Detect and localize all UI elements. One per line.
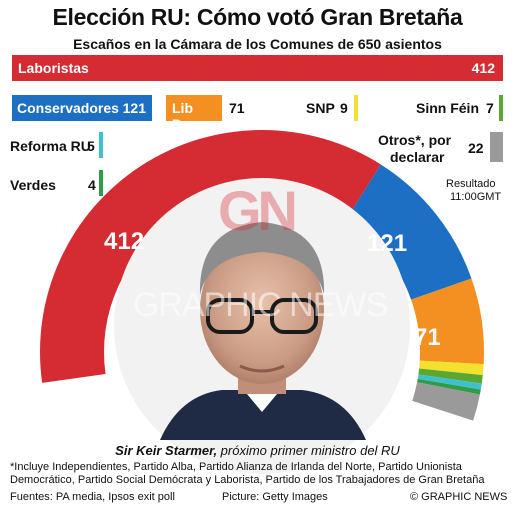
reform-seats: 5 — [87, 138, 95, 154]
caption-name: Sir Keir Starmer, — [115, 443, 218, 458]
gn-logo-watermark: GN — [218, 179, 298, 242]
reform-label: Reforma RU — [10, 138, 91, 154]
labour-seats: 412 — [471, 60, 495, 76]
photo-credit: Picture: Getty Images — [222, 491, 328, 503]
graphic-news-watermark: GRAPHIC NEWS — [132, 286, 388, 324]
conservative-seats: 121 — [122, 100, 146, 116]
arc-segment-snp — [419, 360, 484, 376]
result-time-line2: 11:00GMT — [450, 191, 502, 203]
seat-label-labour: 412 — [104, 228, 145, 255]
snp-label: SNP — [306, 100, 335, 116]
greens-color-tick — [99, 170, 103, 196]
others-label-line2: declarar — [390, 149, 445, 165]
caption-role: próximo primer ministro del RU — [217, 443, 400, 458]
conservative-box: Conservadores 121 — [12, 95, 152, 121]
sinnfein-color-tick — [499, 95, 503, 121]
greens-seats: 4 — [88, 177, 96, 193]
sources: Fuentes: PA media, Ipsos exit poll — [10, 491, 175, 503]
arc-segment-sinn-f-in — [418, 368, 483, 384]
reform-color-tick — [99, 132, 103, 158]
others-color-tick — [490, 132, 503, 162]
arc-segment-verdes — [417, 378, 481, 395]
arc-segment-conservadores — [346, 164, 472, 300]
labour-bar: Laboristas 412 — [12, 55, 503, 81]
labour-label: Laboristas — [18, 60, 89, 76]
copyright: © GRAPHIC NEWS — [410, 491, 508, 503]
portrait-photo — [114, 178, 410, 474]
sinnfein-seats: 7 — [486, 100, 494, 116]
footnote-line1: *Incluye Independientes, Partido Alba, P… — [10, 461, 462, 473]
result-time-line1: Resultado — [446, 178, 496, 190]
seat-label-libdem: 71 — [414, 324, 441, 351]
conservative-label: Conservadores — [17, 100, 119, 116]
arc-segment-otros-por-declarar — [412, 382, 480, 421]
libdem-box: Lib Dem — [166, 95, 222, 132]
snp-seats: 9 — [340, 100, 348, 116]
photo-caption: Sir Keir Starmer, próximo primer ministr… — [0, 443, 515, 458]
seat-label-conservative: 121 — [367, 230, 408, 257]
footnote-line2: Democrático, Partido Social Demócrata y … — [10, 474, 485, 486]
arc-segment-lib-dem — [411, 278, 484, 365]
others-label-line1: Otros*, por — [378, 132, 452, 148]
page-subtitle: Escaños en la Cámara de los Comunes de 6… — [73, 36, 442, 52]
arc-segment-reforma-ru — [417, 374, 482, 390]
snp-color-tick — [354, 95, 358, 121]
others-seats: 22 — [468, 140, 484, 156]
greens-label: Verdes — [10, 177, 56, 193]
libdem-label: Lib Dem — [172, 100, 203, 132]
sinnfein-label: Sinn Féin — [416, 100, 479, 116]
libdem-seats: 71 — [229, 100, 245, 116]
page-title: Elección RU: Cómo votó Gran Bretaña — [52, 4, 463, 30]
